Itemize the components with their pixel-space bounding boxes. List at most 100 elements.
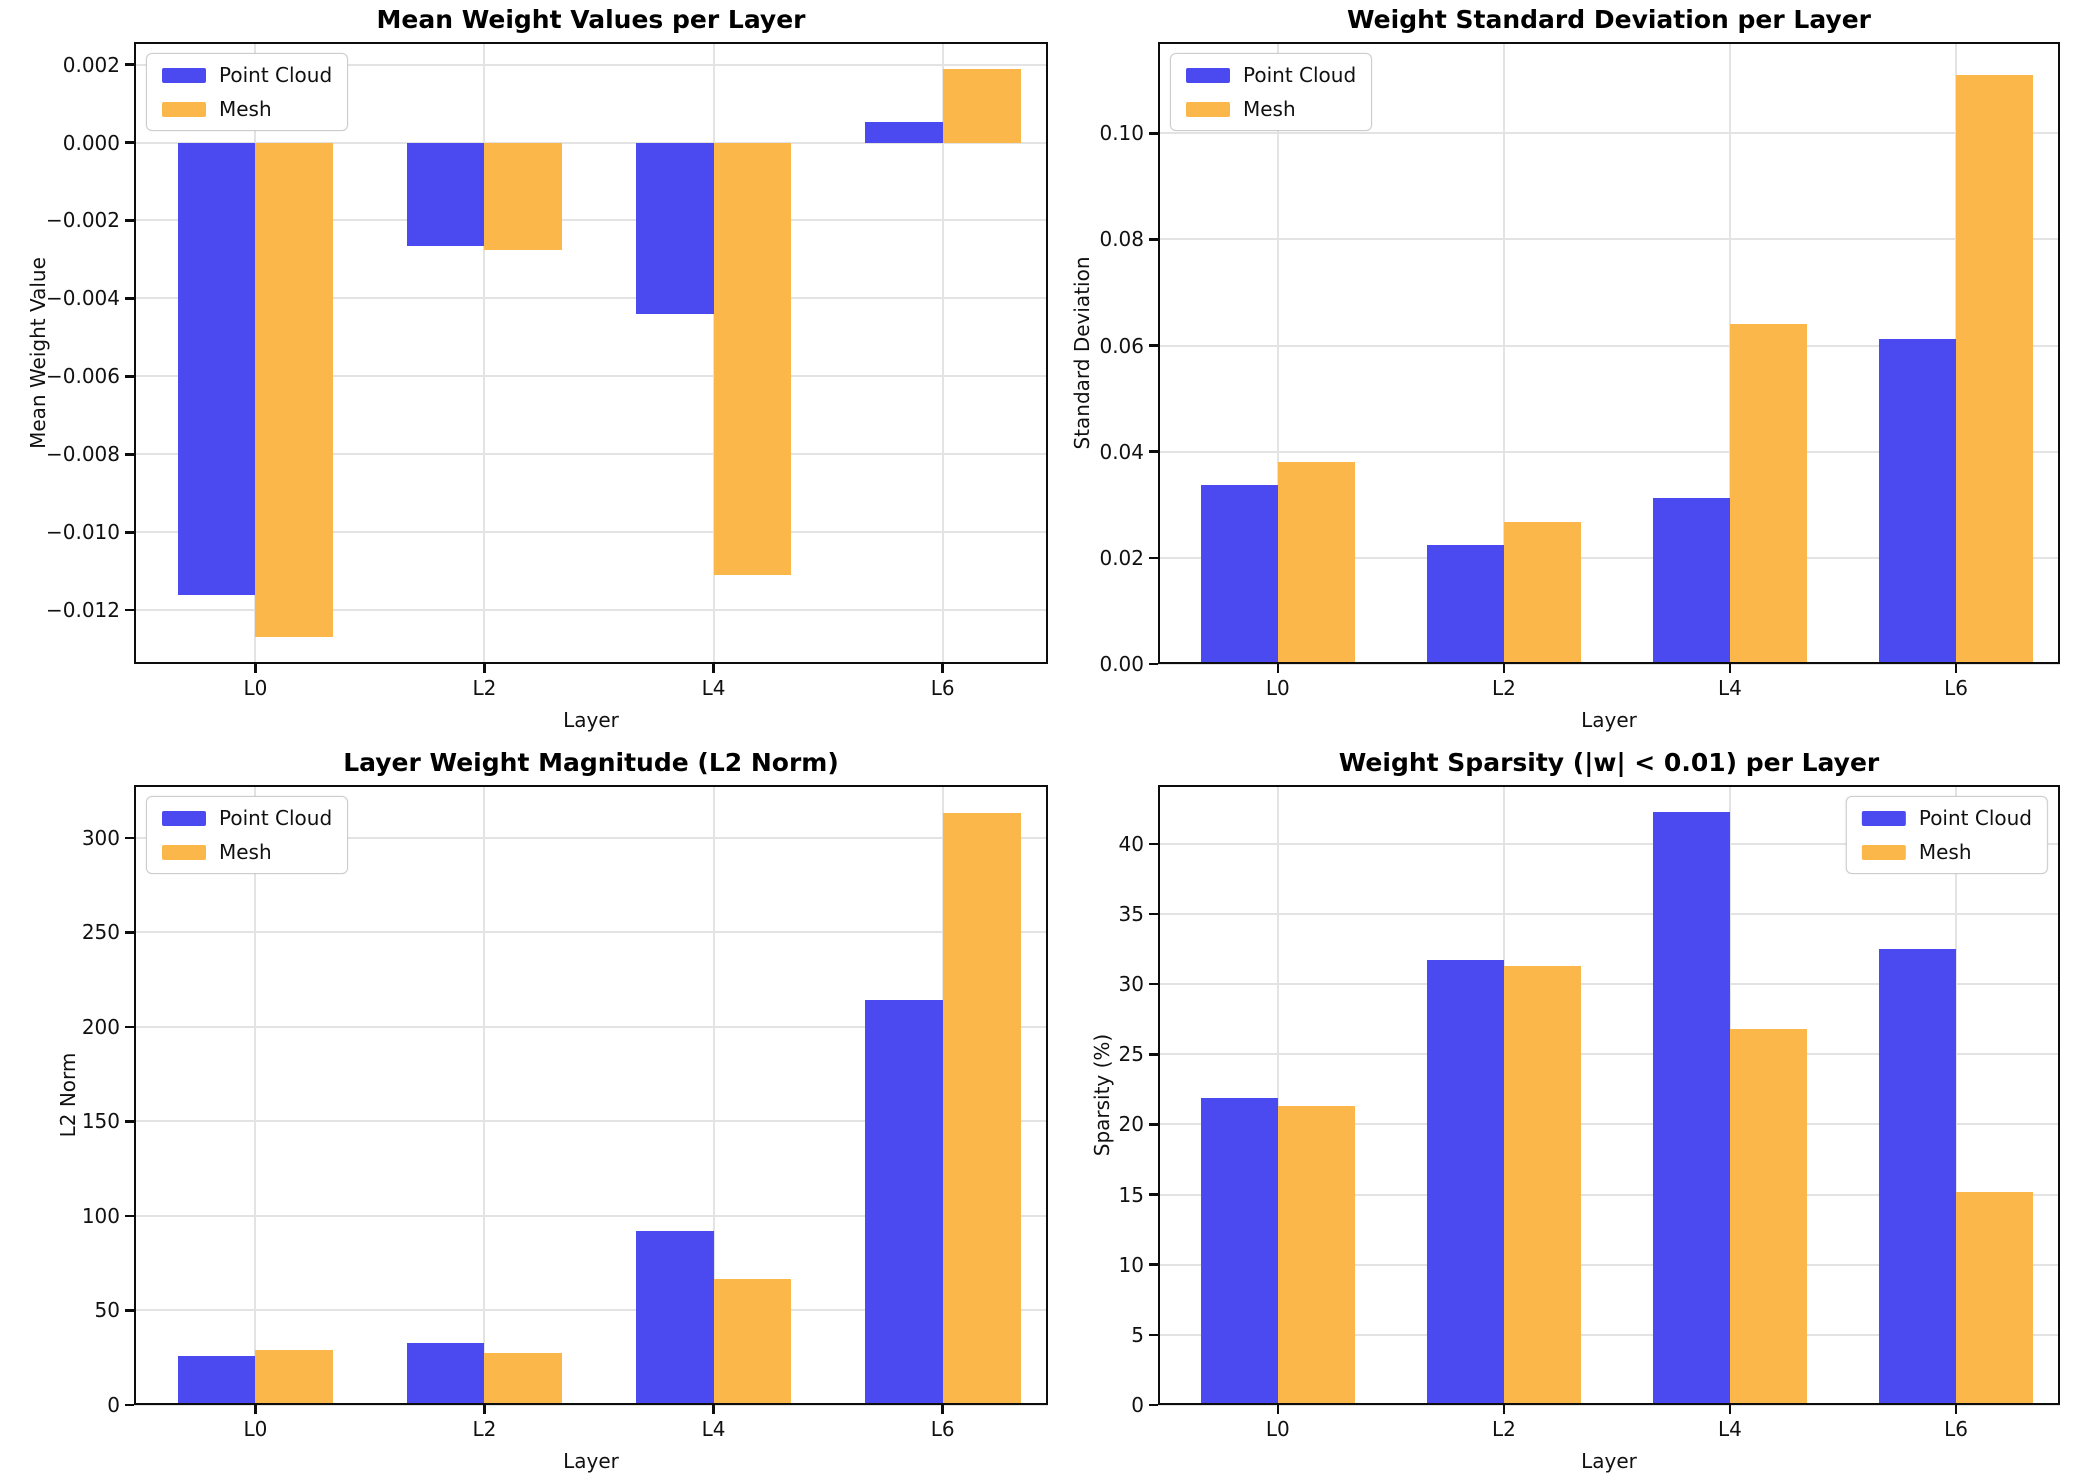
y-tick-label: 0.000 — [62, 130, 120, 155]
gridline — [1158, 1263, 2060, 1266]
y-tick-mark — [1149, 344, 1158, 347]
gridline — [1158, 1193, 2060, 1196]
gridline — [134, 1214, 1048, 1217]
legend: Point Cloud Mesh — [1170, 53, 1373, 131]
legend-label: Point Cloud — [219, 63, 333, 87]
x-tick-mark — [1954, 664, 1958, 673]
bar-mesh-l4 — [713, 142, 792, 576]
gridline — [134, 531, 1048, 534]
bar-mesh-l6 — [942, 68, 1021, 143]
bar-point-cloud-l2 — [1427, 545, 1504, 664]
gridline — [1276, 785, 1279, 1405]
y-tick-label: −0.012 — [45, 598, 120, 623]
y-tick-mark — [125, 1403, 134, 1407]
y-tick-mark — [125, 931, 134, 934]
gridline — [1158, 842, 2060, 845]
x-tick-label-l4: L4 — [701, 676, 726, 700]
y-tick-label: −0.008 — [45, 442, 120, 467]
chart-weight-std-deviation: Weight Standard Deviation per Layer Stan… — [1042, 0, 2084, 741]
y-tick-mark — [125, 531, 134, 534]
bar-point-cloud-l2 — [406, 142, 485, 246]
bar-mesh-l4 — [1729, 324, 1807, 664]
y-tick-mark — [125, 375, 134, 378]
x-tick-mark — [1502, 1405, 1506, 1414]
gridline — [1158, 913, 2060, 916]
gridline — [134, 609, 1048, 612]
gridline — [134, 63, 1048, 66]
chart-title: Layer Weight Magnitude (L2 Norm) — [343, 748, 839, 777]
gridline — [134, 141, 1048, 144]
legend-item-mesh: Mesh — [162, 840, 332, 864]
x-tick-mark — [1276, 664, 1280, 673]
y-tick-mark — [125, 1214, 134, 1218]
bar-mesh-l0 — [1277, 1106, 1355, 1405]
y-tick-mark — [1149, 1123, 1158, 1126]
legend-item-point-cloud: Point Cloud — [1186, 63, 1356, 87]
y-tick-label: −0.010 — [45, 520, 120, 545]
y-tick-mark — [125, 141, 134, 144]
y-tick-label: −0.004 — [45, 286, 120, 311]
plot-area: 0 50 100 150 200 250 300 L0 L2 L4 L6 Point Cloud Mes… — [0, 741, 1048, 1482]
y-tick-label: −0.006 — [45, 364, 120, 389]
x-axis-label: Layer — [1581, 1449, 1637, 1473]
legend-swatch-point-cloud — [1186, 67, 1230, 83]
y-tick-label: 150 — [81, 1109, 120, 1134]
y-tick-label: 5 — [1131, 1322, 1144, 1347]
y-tick-label: 0.00 — [1099, 652, 1144, 676]
gridline — [1158, 450, 2060, 453]
bar-mesh-l6 — [1956, 1191, 2033, 1405]
legend-swatch-point-cloud — [162, 67, 206, 83]
y-tick-label: 100 — [81, 1203, 120, 1228]
x-tick-mark — [1502, 664, 1506, 673]
bar-mesh-l6 — [942, 813, 1021, 1405]
x-tick-mark — [941, 1405, 944, 1414]
y-tick-mark — [125, 1025, 134, 1029]
x-tick-label-l0: L0 — [243, 676, 268, 700]
x-tick-label-l2: L2 — [472, 1417, 497, 1441]
x-tick-label-l0: L0 — [1265, 1417, 1290, 1441]
gridline — [1158, 1053, 2060, 1056]
y-tick-mark — [125, 219, 134, 222]
x-tick-label-l4: L4 — [1718, 676, 1742, 700]
chart-mean-weight-values: Mean Weight Values per Layer Mean Weight… — [0, 0, 1048, 741]
bar-point-cloud-l0 — [177, 1355, 256, 1405]
bar-point-cloud-l4 — [635, 1231, 714, 1405]
x-tick-mark — [254, 664, 257, 673]
x-tick-mark — [483, 664, 486, 673]
bar-point-cloud-l4 — [635, 142, 714, 315]
bar-point-cloud-l2 — [406, 1342, 485, 1405]
y-tick-mark — [1149, 912, 1158, 916]
gridline — [1502, 42, 1505, 664]
legend-item-mesh: Mesh — [1861, 840, 2032, 864]
plot-area: 0.00 0.02 0.04 0.06 0.08 0.10 L0 L2 L4 L6 Point Cl… — [1042, 0, 2084, 741]
bar-point-cloud-l6 — [1879, 339, 1956, 664]
y-tick-mark — [1149, 982, 1158, 986]
y-tick-label: 50 — [94, 1298, 120, 1323]
gridline — [1158, 983, 2060, 986]
x-tick-mark — [1728, 1405, 1732, 1414]
y-tick-label: 300 — [81, 825, 120, 850]
gridline — [134, 297, 1048, 300]
x-tick-mark — [254, 1405, 257, 1414]
x-tick-label-l2: L2 — [1491, 1417, 1516, 1441]
bar-mesh-l0 — [1277, 461, 1355, 664]
gridline — [712, 785, 715, 1405]
bar-mesh-l0 — [255, 142, 334, 638]
y-tick-mark — [125, 297, 134, 300]
x-axis-label: Layer — [563, 708, 619, 732]
y-tick-mark — [1149, 842, 1158, 846]
bar-mesh-l2 — [1503, 965, 1581, 1405]
y-tick-mark — [1149, 132, 1158, 135]
gridline — [483, 42, 486, 664]
legend-item-point-cloud: Point Cloud — [162, 806, 332, 830]
legend-label: Mesh — [219, 97, 272, 121]
gridline — [1158, 238, 2060, 241]
gridline — [1276, 42, 1279, 664]
gridline — [134, 453, 1048, 456]
y-tick-label: 0.10 — [1099, 121, 1144, 146]
bar-mesh-l4 — [1729, 1029, 1807, 1405]
bar-mesh-l2 — [484, 1353, 563, 1405]
y-tick-label: 20 — [1118, 1112, 1144, 1137]
y-tick-label: 40 — [1118, 831, 1144, 856]
gridline — [134, 1025, 1048, 1028]
